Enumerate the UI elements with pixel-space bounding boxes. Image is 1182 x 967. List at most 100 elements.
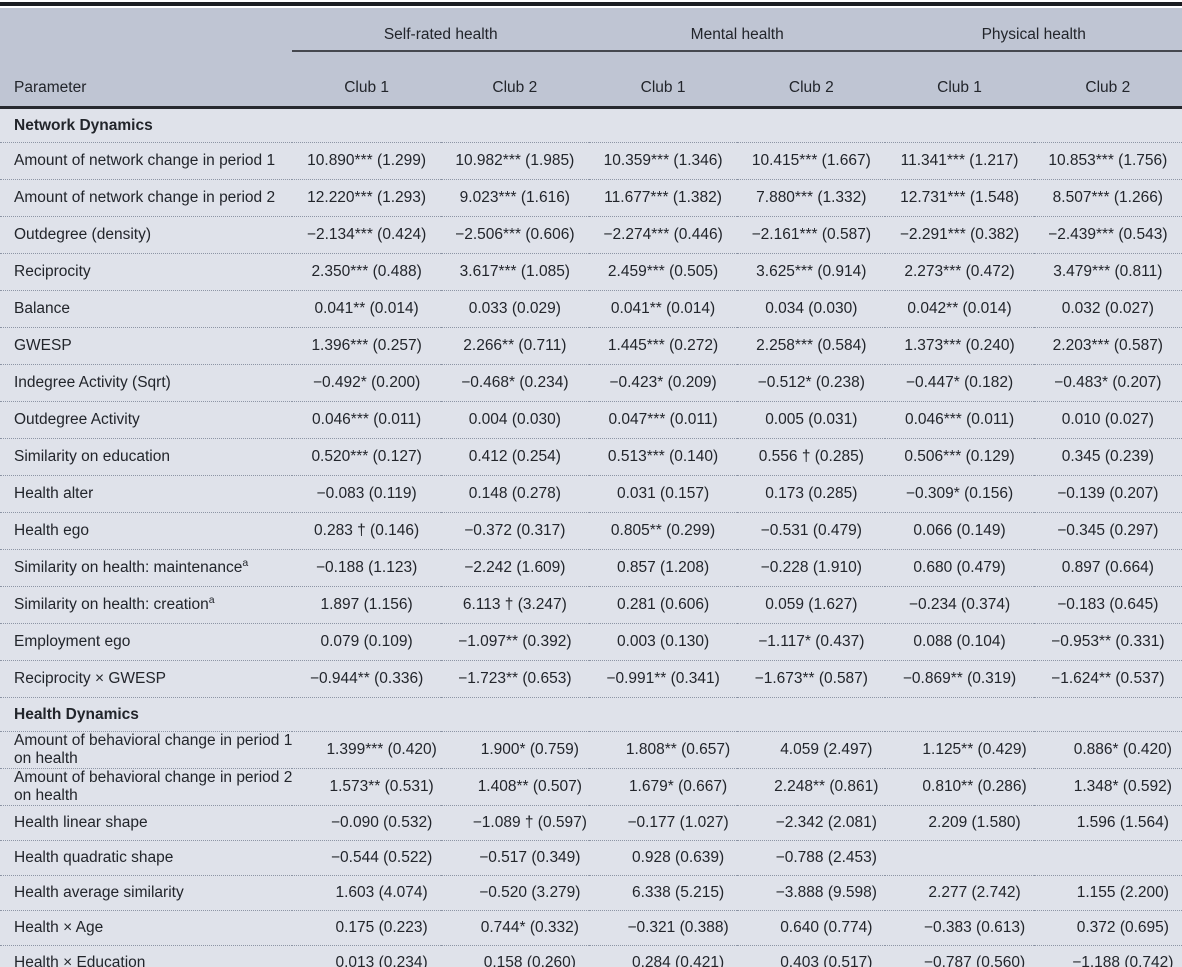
value-cell: 1.125** (0.429): [885, 731, 1034, 769]
parameter-cell: Reciprocity × GWESP: [0, 660, 293, 698]
value-cell: 0.079 (0.109): [292, 623, 441, 661]
value-cell: 0.805** (0.299): [588, 512, 738, 550]
value-cell: −1.673** (0.587): [737, 660, 886, 698]
column-group-physical-health: Physical health: [885, 8, 1182, 70]
value-cell: −0.531 (0.479): [737, 512, 886, 550]
table-row: Health alter −0.083 (0.119) 0.148 (0.278…: [0, 475, 1182, 513]
value-cell: 0.281 (0.606): [588, 586, 738, 624]
value-cell: 0.372 (0.695): [1033, 910, 1182, 946]
table-row: Reciprocity × GWESP −0.944** (0.336) −1.…: [0, 660, 1182, 698]
value-cell: −0.788 (2.453): [737, 840, 886, 876]
top-gap-2: [0, 6, 1182, 8]
table-row: Reciprocity 2.350*** (0.488) 3.617*** (1…: [0, 253, 1182, 291]
parameter-cell: Similarity on health: maintenancea: [0, 549, 293, 587]
club-column-header: Club 1: [292, 70, 441, 109]
parameter-cell: Indegree Activity (Sqrt): [0, 364, 293, 402]
value-cell: 6.113 † (3.247): [440, 586, 589, 624]
value-cell: 12.220*** (1.293): [292, 179, 441, 217]
parameter-cell: Balance: [0, 290, 293, 328]
value-cell: 0.857 (1.208): [588, 549, 738, 587]
value-cell: −2.274*** (0.446): [588, 216, 738, 254]
value-cell: 0.004 (0.030): [440, 401, 589, 439]
value-cell: 0.175 (0.223): [292, 910, 441, 946]
value-cell: −0.991** (0.341): [588, 660, 738, 698]
value-cell: 10.853*** (1.756): [1033, 142, 1182, 180]
value-cell: 0.031 (0.157): [588, 475, 738, 513]
value-cell: [1033, 840, 1182, 876]
value-cell: [885, 840, 1034, 876]
parameter-cell: Amount of behavioral change in period 2 …: [0, 768, 293, 806]
table-header: Self-rated health Mental health Physical…: [0, 8, 1182, 109]
group-label: Mental health: [690, 26, 784, 43]
value-cell: 0.897 (0.664): [1033, 549, 1182, 587]
table-row: Similarity on health: maintenancea −0.18…: [0, 549, 1182, 587]
club-column-header: Club 1: [885, 70, 1034, 109]
parameter-cell: Similarity on health: creationa: [0, 586, 293, 624]
parameter-cell: Outdegree Activity: [0, 401, 293, 439]
table-row: Health × Age 0.175 (0.223) 0.744* (0.332…: [0, 910, 1182, 946]
group-label: Physical health: [981, 26, 1086, 43]
value-cell: 2.203*** (0.587): [1033, 327, 1182, 365]
results-table: Self-rated health Mental health Physical…: [0, 8, 1182, 967]
value-cell: 1.155 (2.200): [1033, 875, 1182, 911]
group-rule: [885, 50, 1182, 52]
value-cell: 0.046*** (0.011): [292, 401, 441, 439]
value-cell: 0.403 (0.517): [737, 945, 886, 967]
table-row: Health quadratic shape −0.544 (0.522) −0…: [0, 840, 1182, 876]
value-cell: −0.787 (0.560): [885, 945, 1034, 967]
value-cell: 10.890*** (1.299): [292, 142, 441, 180]
table-top-rule: [0, 2, 1182, 6]
value-cell: −2.342 (2.081): [737, 805, 886, 841]
value-cell: −0.083 (0.119): [292, 475, 441, 513]
value-cell: 11.677*** (1.382): [588, 179, 738, 217]
parameter-cell: Amount of behavioral change in period 1 …: [0, 731, 293, 769]
column-group-self-rated-health: Self-rated health: [292, 8, 589, 70]
value-cell: −0.468* (0.234): [440, 364, 589, 402]
value-cell: 0.680 (0.479): [885, 549, 1034, 587]
value-cell: 0.032 (0.027): [1033, 290, 1182, 328]
value-cell: 0.046*** (0.011): [885, 401, 1034, 439]
value-cell: 10.415*** (1.667): [737, 142, 886, 180]
value-cell: 3.617*** (1.085): [440, 253, 589, 291]
parameter-cell: GWESP: [0, 327, 293, 365]
value-cell: 1.396*** (0.257): [292, 327, 441, 365]
value-cell: −2.439*** (0.543): [1033, 216, 1182, 254]
value-cell: −2.291*** (0.382): [885, 216, 1034, 254]
section-title: Network Dynamics: [0, 107, 1182, 143]
value-cell: −0.228 (1.910): [737, 549, 886, 587]
table-row: Health linear shape −0.090 (0.532) −1.08…: [0, 805, 1182, 841]
value-cell: 0.556 † (0.285): [737, 438, 886, 476]
value-cell: 1.900* (0.759): [440, 731, 589, 769]
value-cell: −0.953** (0.331): [1033, 623, 1182, 661]
parameter-cell: Health alter: [0, 475, 293, 513]
value-cell: 12.731*** (1.548): [885, 179, 1034, 217]
value-cell: 0.010 (0.027): [1033, 401, 1182, 439]
value-cell: −0.869** (0.319): [885, 660, 1034, 698]
value-cell: 0.047*** (0.011): [588, 401, 738, 439]
value-cell: 0.744* (0.332): [440, 910, 589, 946]
value-cell: 1.399*** (0.420): [292, 731, 441, 769]
club-column-header: Club 2: [737, 70, 886, 109]
parameter-cell: Reciprocity: [0, 253, 293, 291]
table-row: Health × Education 0.013 (0.234) 0.158 (…: [0, 945, 1182, 967]
value-cell: 8.507*** (1.266): [1033, 179, 1182, 217]
value-cell: −2.161*** (0.587): [737, 216, 886, 254]
parameter-cell: Employment ego: [0, 623, 293, 661]
parameter-cell: Amount of network change in period 2: [0, 179, 293, 217]
value-cell: 0.513*** (0.140): [588, 438, 738, 476]
value-cell: 7.880*** (1.332): [737, 179, 886, 217]
value-cell: −1.089 † (0.597): [440, 805, 589, 841]
value-cell: −1.624** (0.537): [1033, 660, 1182, 698]
table-row: Indegree Activity (Sqrt) −0.492* (0.200)…: [0, 364, 1182, 402]
value-cell: 0.005 (0.031): [737, 401, 886, 439]
table-row: Similarity on education 0.520*** (0.127)…: [0, 438, 1182, 476]
value-cell: −0.517 (0.349): [440, 840, 589, 876]
value-cell: −0.090 (0.532): [292, 805, 441, 841]
value-cell: −0.139 (0.207): [1033, 475, 1182, 513]
group-rule: [292, 50, 589, 52]
value-cell: −1.723** (0.653): [440, 660, 589, 698]
value-cell: 1.603 (4.074): [292, 875, 441, 911]
value-cell: −1.097** (0.392): [440, 623, 589, 661]
value-cell: −0.234 (0.374): [885, 586, 1034, 624]
value-cell: −0.383 (0.613): [885, 910, 1034, 946]
